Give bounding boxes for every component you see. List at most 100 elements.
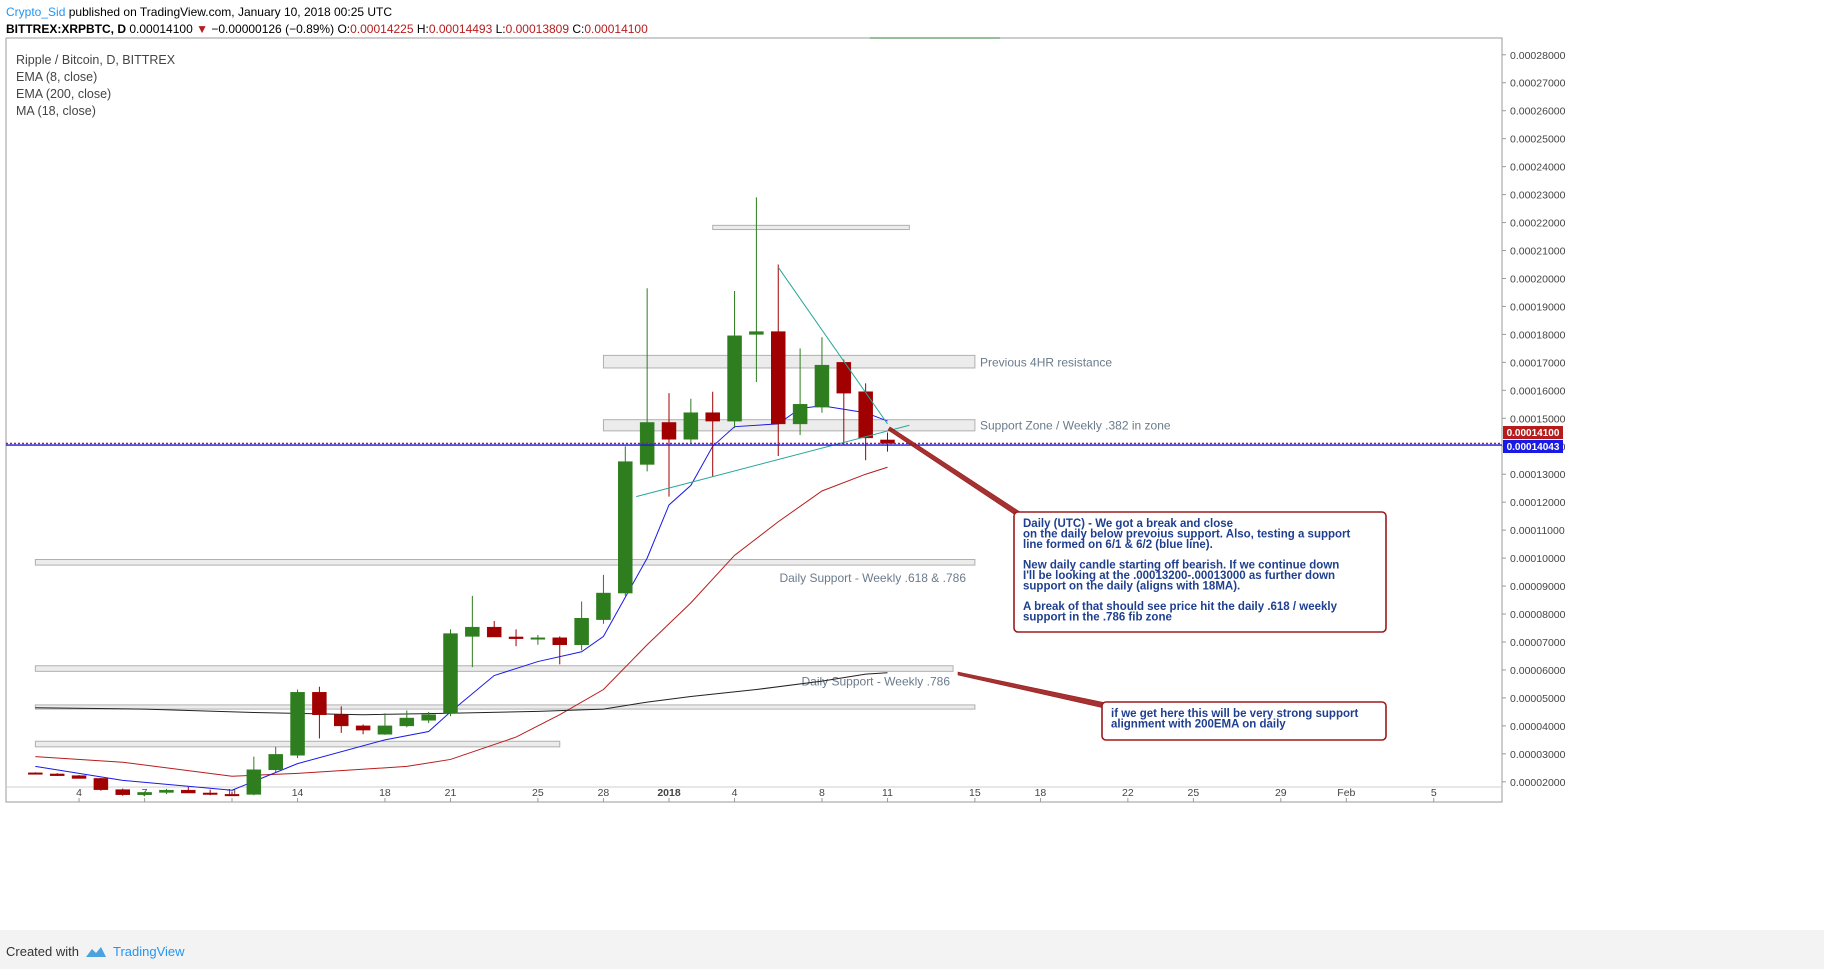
candle-body [530,637,546,640]
author-link[interactable]: Crypto_Sid [6,5,66,19]
annotation-line: A break of that should see price hit the… [1023,601,1338,613]
x-tick-label: 28 [598,787,610,799]
ema200-line [35,672,888,716]
open-label: O: [337,22,351,36]
x-tick-label: 21 [445,787,457,799]
plot-frame [5,37,1503,803]
candle-body [49,773,65,776]
zone-label: Daily Support - Weekly .618 & .786 [779,571,966,585]
candle-body [508,636,524,639]
trend-line [636,424,910,498]
candle-body [159,789,174,793]
y-tick-label: 0.00006000 [1510,665,1566,677]
y-tick-label: 0.00018000 [1510,329,1566,341]
price-label: 0.00014100 [1507,428,1560,439]
y-tick-label: 0.00025000 [1510,134,1566,146]
y-tick-label: 0.00013000 [1510,469,1566,481]
down-arrow-icon: ▼ [196,22,208,36]
x-tick-label: 11 [882,787,893,799]
candle-body [224,794,240,797]
y-tick-label: 0.00008000 [1510,609,1566,621]
chart-header: Crypto_Sid published on TradingView.com,… [6,4,648,38]
close-value: 0.00014100 [584,22,648,36]
y-tick-label: 0.00011000 [1510,525,1565,537]
candle-body [399,717,415,727]
low-label: L: [495,22,506,36]
y-tick-label: 0.00009000 [1510,581,1566,593]
legend-title[interactable]: Ripple / Bitcoin, D, BITTREX [16,53,176,67]
candle-body [377,725,393,735]
x-tick-label: 18 [1035,787,1047,799]
y-tick-label: 0.00015000 [1510,413,1566,425]
y-tick-label: 0.00005000 [1510,693,1566,705]
candle-body [836,362,852,394]
x-tick-label: 25 [1188,787,1200,799]
y-tick-label: 0.00020000 [1510,273,1566,285]
published-info: published on TradingView.com, January 10… [68,5,393,19]
candle-body [574,617,589,646]
price-label: 0.00014043 [1507,442,1560,453]
price-label-bg [1503,440,1563,453]
tradingview-brand[interactable]: TradingView [112,944,185,959]
candle-body [290,692,305,756]
symbol-label: BITTREX:XRPBTC, D [6,22,126,36]
candle-body [312,692,327,715]
y-tick-label: 0.00012000 [1510,497,1566,509]
footer: Created with TradingView [6,944,185,959]
zone-box [712,224,910,231]
candle-body [421,714,436,721]
legend-ma18[interactable]: MA (18, close) [16,104,96,118]
callout-arrow-1 [887,426,1021,515]
zone-box [34,665,954,672]
candle-body [749,331,764,335]
candle-body [683,412,699,440]
annotation-line: New daily candle starting off bearish. I… [1023,560,1339,572]
open-value: 0.00014225 [350,22,414,36]
ema8-line [35,405,888,791]
candle-body [618,461,633,594]
annotation-line: if we get here this will be very strong … [1111,708,1358,720]
legend-ema200[interactable]: EMA (200, close) [16,87,112,101]
annotation-box [1101,701,1387,741]
y-tick-label: 0.00028000 [1510,50,1566,62]
high-value: 0.00014493 [428,22,493,36]
y-tick-label: 0.00007000 [1510,637,1566,649]
y-tick-label: 0.00017000 [1510,357,1566,369]
zone-box [34,704,976,710]
zone-label: Support Zone / Weekly .382 in zone [980,418,1171,432]
created-with-label: Created with [6,944,79,959]
ma18-line [35,466,888,777]
x-tick-label: 4 [76,787,82,799]
x-tick-label: 29 [1275,787,1287,799]
last-price: 0.00014100 [129,22,193,36]
candle-body [355,725,371,731]
candle-body [858,391,873,439]
trend-line [777,267,888,425]
y-tick-label: 0.00003000 [1510,749,1566,761]
candle-body [181,789,196,794]
annotation-line: Daily (UTC) - We got a break and close [1023,518,1233,530]
candle-body [814,364,830,408]
zone-box [34,559,976,566]
candle-body [246,769,262,795]
x-tick-label: 2018 [657,787,681,799]
candle-body [771,331,786,425]
annotation-line: support in the .786 fib zone [1023,612,1172,624]
legend-ema8[interactable]: EMA (8, close) [16,70,98,84]
annotation-box [1013,511,1387,633]
annotation-line: support on the daily (aligns with 18MA). [1023,581,1240,593]
candle-body [792,404,808,425]
callout-arrow-2 [957,671,1107,709]
x-tick-label: 22 [1122,787,1134,799]
x-tick-label: 25 [532,787,544,799]
candle-body [705,412,720,422]
candle-body [596,592,611,620]
x-tick-label: 5 [1431,787,1437,799]
zone-box [602,419,976,432]
candle-body [552,637,567,646]
y-tick-label: 0.00002000 [1510,777,1566,789]
candle-body [202,792,218,795]
y-tick-label: 0.00022000 [1510,218,1566,230]
candle-body [71,775,87,779]
